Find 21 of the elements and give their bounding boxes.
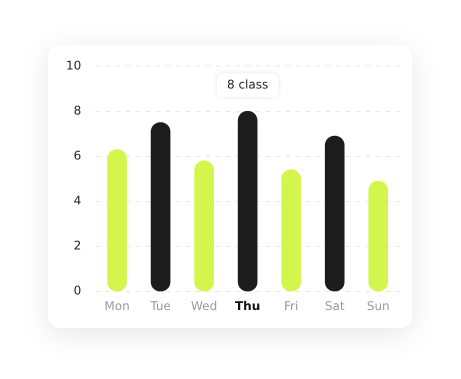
bar bbox=[150, 122, 170, 292]
bar bbox=[281, 170, 301, 292]
bar bbox=[194, 160, 214, 292]
x-tick-label: Wed bbox=[191, 298, 218, 313]
y-tick-label: 0 bbox=[74, 284, 82, 298]
x-tick-label: Sat bbox=[324, 298, 345, 313]
bar bbox=[238, 110, 258, 292]
y-tick-label: 8 bbox=[74, 103, 82, 118]
x-tick-label: Mon bbox=[104, 298, 130, 313]
y-tick-label: 6 bbox=[74, 148, 82, 162]
bar bbox=[107, 149, 127, 292]
bar bbox=[324, 136, 345, 292]
bar bbox=[368, 180, 388, 292]
x-tick-label: Tue bbox=[149, 298, 171, 313]
x-tick-label: Fri bbox=[284, 298, 298, 313]
y-tick-label: 10 bbox=[66, 58, 82, 72]
x-tick-label: Sun bbox=[366, 298, 390, 313]
y-tick-label: 4 bbox=[74, 194, 82, 208]
data-label: 8 class bbox=[227, 77, 268, 92]
y-tick-label: 2 bbox=[74, 238, 82, 253]
x-tick-label: Thu bbox=[234, 298, 260, 313]
